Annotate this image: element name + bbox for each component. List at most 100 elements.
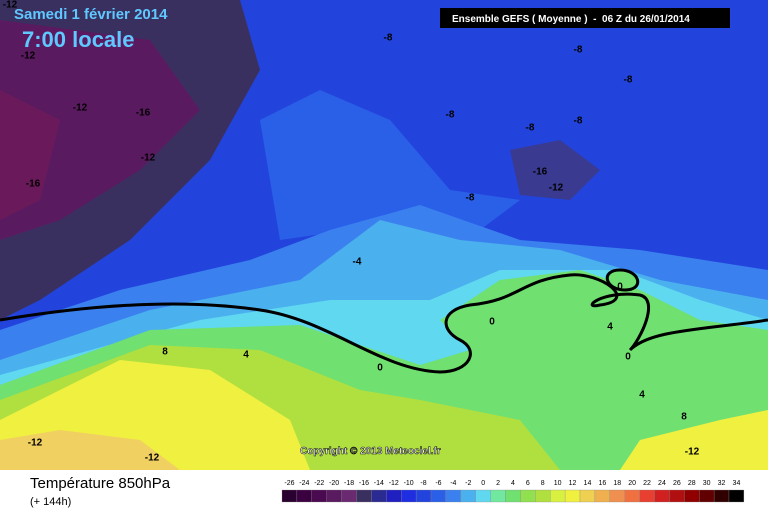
band (0, 430, 180, 470)
colorbar-swatch (505, 489, 521, 503)
colorbar-swatch (401, 489, 417, 503)
colorbar-label: -18 (344, 480, 354, 487)
colorbar-label: 22 (643, 480, 651, 487)
contour-label: 0 (617, 282, 623, 293)
title: Samedi 1 février 2014 (14, 6, 168, 23)
contour-label: 8 (681, 412, 687, 423)
colorbar-label: 24 (658, 480, 666, 487)
contour-labels: -12-12-8-8-8-8-8-8-16-12-12-16-16-12-8-4… (3, 0, 700, 464)
contour-label: -16 (26, 179, 41, 190)
contour-label: -12 (21, 51, 36, 62)
colorbar-label: 18 (613, 480, 621, 487)
colorbar-label: 32 (718, 480, 726, 487)
map (0, 0, 768, 470)
model: Ensemble GEFS ( Moyenne ) - 06 Z du 26/0… (452, 14, 690, 25)
contour-label: -12 (73, 103, 88, 114)
colorbar-label: 8 (541, 480, 545, 487)
colorbar-swatch (341, 489, 357, 503)
colorbar-label: -4 (450, 480, 456, 487)
contour-label: -16 (533, 167, 548, 178)
contour-label: 0 (377, 363, 383, 374)
colorbar-label: 12 (569, 480, 577, 487)
colorbar-label: -26 (284, 480, 294, 487)
colorbar-label: -16 (359, 480, 369, 487)
colorbar-swatch (326, 489, 342, 503)
colorbar-label: -8 (420, 480, 426, 487)
colorbar-label: 14 (584, 480, 592, 487)
colorbar-swatch (415, 489, 432, 503)
colorbar-label: -24 (299, 480, 309, 487)
colorbar-swatch (475, 489, 491, 503)
colorbar-swatch (550, 489, 566, 503)
contour-label: -8 (466, 193, 475, 204)
colorbar-swatch (624, 489, 640, 503)
contour-label: -4 (353, 257, 362, 268)
contour-label: -12 (3, 0, 18, 11)
contour-label: -12 (685, 447, 700, 458)
colorbar-swatch (684, 489, 700, 503)
colorbar-swatch (564, 489, 581, 503)
model-box (440, 8, 730, 28)
colorbar-swatch (728, 489, 745, 503)
colorbar-label: -2 (465, 480, 471, 487)
contour-label: 0 (489, 317, 495, 328)
colorbar-swatch (609, 489, 625, 503)
time: 7:00 locale (22, 27, 135, 52)
colorbar-swatch (699, 489, 715, 503)
colorbar-label: -20 (329, 480, 339, 487)
colorbar-label: 16 (598, 480, 606, 487)
contour-label: -12 (28, 438, 43, 449)
contour-label: -12 (145, 453, 160, 464)
contour-label: -16 (136, 108, 151, 119)
colorbar-swatch (281, 489, 298, 503)
zero-isotherm (606, 268, 639, 292)
contour-label: 0 (625, 352, 631, 363)
colorbar-label: -22 (314, 480, 324, 487)
colorbar-label: 34 (733, 480, 741, 487)
colorbar-swatch (535, 489, 551, 503)
colorbar-label: 10 (554, 480, 562, 487)
colorbar-swatch (430, 489, 447, 503)
colorbar-swatch (460, 489, 476, 503)
colorbar-label: -14 (374, 480, 384, 487)
colorbar-swatch (311, 489, 327, 503)
colorbar-swatch (579, 489, 596, 503)
colorbar-swatch (639, 489, 655, 503)
contour-label: 4 (607, 322, 613, 333)
colorbar-swatch (490, 489, 506, 503)
colorbar-swatch (296, 489, 312, 503)
cold-pool (510, 140, 600, 200)
colorbar-swatch (520, 489, 536, 503)
colorbar-label: 4 (511, 480, 515, 487)
band (620, 410, 768, 470)
cold-core (0, 90, 60, 220)
contour-label: -12 (549, 183, 564, 194)
zero-isotherm (0, 273, 768, 374)
contour-label: -8 (574, 116, 583, 127)
colorbar-label: 26 (673, 480, 681, 487)
contour-label: 4 (639, 390, 645, 401)
colorbar-label: 2 (496, 480, 500, 487)
colorbar: -26 -24 -22 -20 -18 -16 -14 -12 -10 -8 -6 -4 -2 0 2 4 6 8… (281, 480, 745, 503)
copyright: Copyright © 2013 Meteociel.fr (300, 446, 441, 457)
contour-label: -8 (446, 110, 455, 121)
colorbar-swatch (356, 489, 372, 503)
contour-label: -8 (384, 33, 393, 44)
colorbar-label: 28 (688, 480, 696, 487)
contour-label: 8 (162, 347, 168, 358)
contour-label: 4 (243, 350, 249, 361)
colorbar-label: -6 (435, 480, 441, 487)
colorbar-swatch (371, 489, 387, 503)
cold-core (0, 20, 200, 240)
mild-blue (260, 90, 520, 240)
colorbar-swatch (713, 489, 730, 503)
contour-label: -12 (141, 153, 156, 164)
colorbar-swatch (594, 489, 610, 503)
colorbar-label: 30 (703, 480, 711, 487)
contour-label: -8 (526, 123, 535, 134)
colorbar-label: 20 (628, 480, 636, 487)
colorbar-label: -10 (404, 480, 414, 487)
contour-label: -8 (574, 45, 583, 56)
colorbar-label: 6 (526, 480, 530, 487)
